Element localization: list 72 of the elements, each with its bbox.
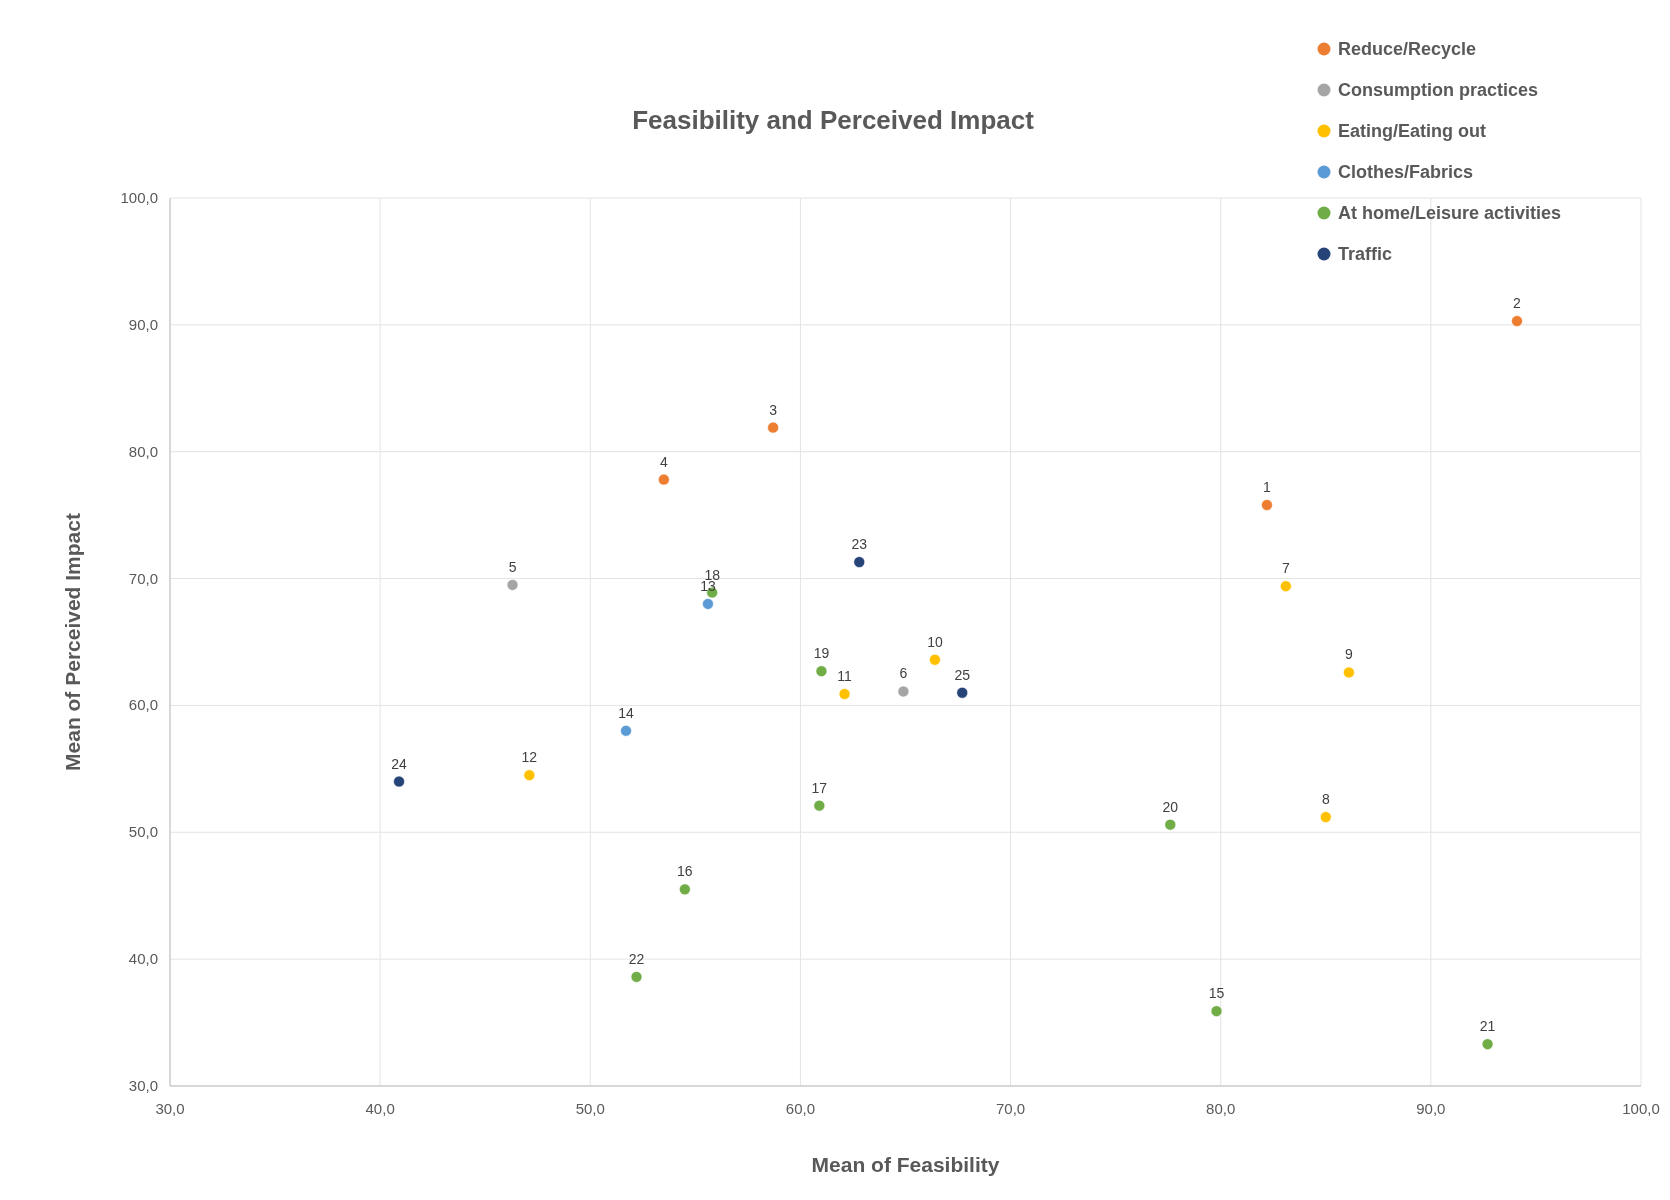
point — [853, 556, 866, 568]
x-tick-label: 80,0 — [1206, 1100, 1236, 1117]
point — [1164, 818, 1177, 831]
y-tick-label: 70,0 — [128, 569, 158, 587]
point — [838, 688, 851, 700]
annotation: 15 — [1208, 985, 1225, 1002]
point — [506, 579, 519, 591]
annotation: 22 — [628, 950, 645, 967]
y-tick-label: 100,0 — [120, 189, 158, 206]
point — [1210, 1005, 1223, 1017]
chart-title: Feasibility and Perceived Impact — [632, 105, 1035, 135]
point — [679, 883, 691, 896]
annotation: 23 — [851, 536, 868, 553]
x-tick-label: 30,0 — [155, 1100, 185, 1117]
point — [1261, 499, 1273, 511]
y-tick-label: 50,0 — [128, 823, 158, 841]
annotation: 21 — [1479, 1018, 1496, 1035]
y-tick-label: 60,0 — [128, 696, 158, 714]
annotation: 14 — [618, 704, 635, 721]
annotation: 11 — [837, 668, 853, 685]
annotation: 1 — [1263, 478, 1272, 495]
y-axis-title: Mean of Perceived Impact — [61, 513, 84, 771]
point — [815, 665, 828, 677]
point — [393, 775, 405, 788]
y-tick-label: 40,0 — [128, 950, 158, 968]
point — [1343, 666, 1355, 679]
annotation: 3 — [769, 401, 778, 418]
x-axis-title: Mean of Feasibility — [811, 1153, 1000, 1176]
x-tick-label: 60,0 — [785, 1100, 816, 1117]
annotation: 17 — [811, 779, 828, 796]
point — [813, 799, 826, 812]
annotation: 8 — [1321, 791, 1330, 808]
annotation: 7 — [1281, 560, 1290, 577]
legend-label: Consumption practices — [1338, 80, 1539, 100]
x-tick-label: 70,0 — [995, 1100, 1026, 1117]
annotation: 16 — [677, 863, 693, 880]
point — [1481, 1038, 1494, 1050]
x-tick-label: 40,0 — [365, 1100, 395, 1117]
point — [630, 971, 643, 983]
x-tick-label: 90,0 — [1416, 1100, 1446, 1117]
point — [702, 598, 714, 610]
annotation: 6 — [899, 665, 908, 682]
y-tick-label: 90,0 — [128, 315, 158, 333]
point — [956, 686, 969, 699]
y-tick-label: 80,0 — [128, 442, 158, 460]
y-tick-label: 30,0 — [128, 1077, 158, 1094]
annotation: 20 — [1162, 798, 1179, 815]
x-tick-label: 100,0 — [1622, 1100, 1660, 1117]
annotation: 4 — [659, 453, 668, 470]
annotation: 19 — [813, 645, 830, 662]
point — [1280, 580, 1292, 592]
point — [1511, 315, 1523, 327]
annotation: 24 — [391, 755, 408, 772]
point — [929, 653, 941, 666]
legend-label: Reduce/Recycle — [1338, 39, 1477, 59]
annotation: 5 — [508, 558, 517, 575]
legend-label: At home/Leisure activities — [1338, 203, 1562, 223]
x-tick-label: 50,0 — [575, 1100, 605, 1117]
point — [897, 685, 910, 698]
legend-label: Clothes/Fabrics — [1338, 162, 1474, 182]
annotation: 10 — [927, 633, 943, 650]
point — [767, 421, 779, 434]
annotation: 2 — [1513, 295, 1522, 312]
annotation: 9 — [1345, 646, 1353, 663]
point — [658, 473, 670, 486]
legend-label: Eating/Eating out — [1338, 121, 1486, 141]
point — [523, 769, 536, 781]
point — [1319, 811, 1332, 823]
point — [620, 725, 632, 737]
annotation: 12 — [521, 749, 538, 766]
legend-label: Traffic — [1338, 244, 1393, 264]
annotation: 25 — [954, 666, 971, 683]
